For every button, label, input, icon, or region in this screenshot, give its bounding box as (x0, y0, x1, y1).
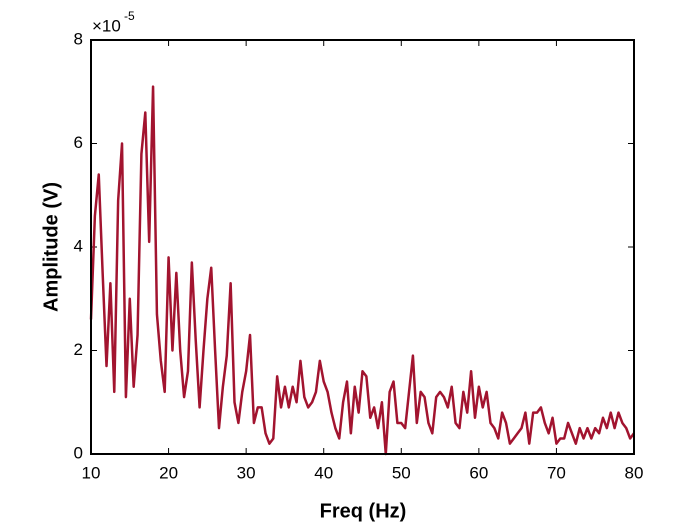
y-tick-label: 6 (74, 133, 83, 152)
x-tick-label: 60 (469, 463, 488, 482)
plot-frame (90, 39, 635, 455)
exponent-power: -5 (124, 9, 135, 23)
x-tick-label: 70 (547, 463, 566, 482)
x-tick-label: 30 (237, 463, 256, 482)
y-tick-label: 2 (74, 340, 83, 359)
y-tick-label: 8 (74, 29, 83, 48)
x-tick-label: 40 (314, 463, 333, 482)
y-axis-label: Amplitude (V) (40, 182, 62, 312)
exponent-base: ×10 (92, 16, 121, 35)
data-line (89, 85, 636, 456)
x-tick-label: 50 (392, 463, 411, 482)
y-tick-label: 0 (74, 443, 83, 462)
x-tick-label: 20 (159, 463, 178, 482)
x-tick-label: 10 (82, 463, 101, 482)
y-tick-label: 4 (74, 236, 83, 255)
x-axis-label: Freq (Hz) (320, 500, 407, 522)
x-tick-label: 80 (625, 463, 644, 482)
